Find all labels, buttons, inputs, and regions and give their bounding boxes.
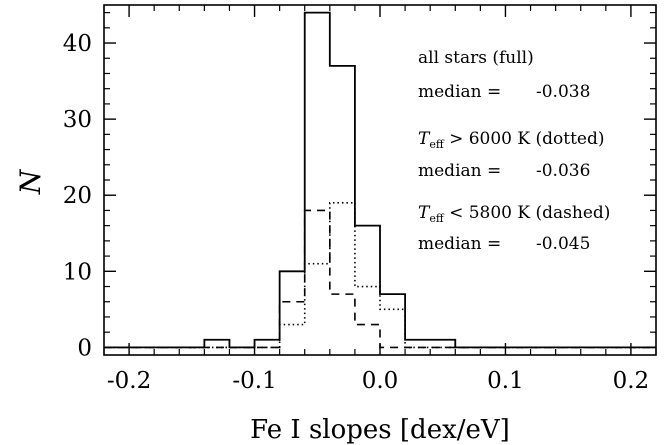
- legend-annotations: all stars (full) median = -0.038 Teff > …: [418, 48, 610, 254]
- annotation-cool-rest: < 5800 K (dashed): [444, 203, 611, 223]
- annotation-cool-median-label: median =: [418, 234, 501, 254]
- annotation-all-label: all stars (full): [418, 48, 534, 68]
- annotation-cool-T: T: [418, 203, 431, 223]
- histogram-series: [104, 11, 656, 349]
- x-axis-label: Fe I slopes [dex/eV]: [250, 415, 510, 445]
- y-axis-label: N: [14, 168, 47, 195]
- y-tick-label: 40: [63, 31, 92, 57]
- x-tick-label: -0.1: [232, 368, 276, 394]
- y-tick-label: 0: [77, 335, 92, 361]
- y-tick-label: 30: [63, 107, 92, 133]
- y-tick-label: 20: [63, 183, 92, 209]
- annotation-cool-label: Teff < 5800 K (dashed): [418, 203, 610, 225]
- histogram-dashed-line: [104, 209, 656, 349]
- axis-ticks: [103, 5, 657, 355]
- x-tick-label: 0.2: [613, 368, 650, 394]
- annotation-hot-sub: eff: [429, 138, 445, 151]
- annotation-all-median-value: -0.038: [536, 82, 590, 102]
- annotation-hot-label: Teff > 6000 K (dotted): [418, 129, 604, 151]
- x-tick-label: 0.1: [487, 368, 524, 394]
- annotation-cool-sub: eff: [429, 212, 445, 225]
- y-tick-label: 10: [63, 259, 92, 285]
- annotation-hot-rest: > 6000 K (dotted): [444, 129, 605, 149]
- histogram-dotted-line: [104, 202, 656, 349]
- histogram-solid-line: [104, 11, 656, 349]
- annotation-hot-median-label: median =: [418, 161, 501, 181]
- annotation-hot-median-value: -0.036: [536, 161, 590, 181]
- x-tick-labels: -0.2 -0.1 0.0 0.1 0.2: [107, 368, 649, 394]
- annotation-cool-median-value: -0.045: [536, 234, 590, 254]
- annotation-all-median-label: median =: [418, 82, 501, 102]
- y-tick-labels: 0 10 20 30 40: [63, 31, 92, 361]
- x-tick-label: 0.0: [362, 368, 399, 394]
- x-tick-label: -0.2: [107, 368, 151, 394]
- annotation-hot-T: T: [418, 129, 431, 149]
